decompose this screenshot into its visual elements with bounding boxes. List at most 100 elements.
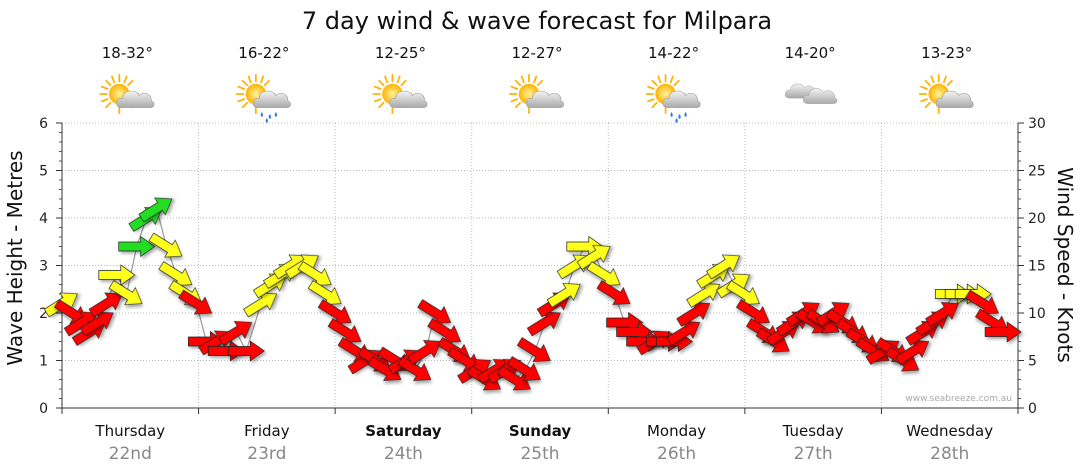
temperature-range: 13-23° xyxy=(921,44,972,62)
wind-arrow xyxy=(735,299,770,324)
wind-arrow xyxy=(297,261,332,286)
wind-arrow xyxy=(218,321,253,346)
y-left-tick-label: 3 xyxy=(39,259,48,275)
temperature-range: 16-22° xyxy=(238,44,289,62)
wind-arrow xyxy=(79,311,114,337)
day-name-label: Wednesday xyxy=(906,422,993,440)
rain-drop xyxy=(678,114,681,119)
wind-arrow xyxy=(407,340,442,365)
day-name-label: Thursday xyxy=(94,422,165,440)
y-right-tick-label: 25 xyxy=(1028,164,1046,180)
wind-arrow xyxy=(596,280,631,305)
wind-arrow xyxy=(207,340,245,362)
rain-drop xyxy=(274,112,278,117)
day-name-label: Monday xyxy=(647,422,706,440)
wind-arrow xyxy=(686,283,721,308)
y-right-tick-label: 5 xyxy=(1028,354,1037,370)
credit-watermark: www.seabreeze.com.au xyxy=(905,394,1012,404)
y-left-axis-label: Wave Height - Metres xyxy=(3,150,27,365)
temperature-range: 12-27° xyxy=(511,44,562,62)
day-header-thursday: 18-32° xyxy=(99,44,155,114)
sun-cloud-icon xyxy=(372,74,428,114)
rain-drop xyxy=(670,112,673,117)
y-right-axis-label: Wind Speed - Knots xyxy=(1053,167,1077,363)
day-date-label: 28th xyxy=(930,444,969,464)
day-date-label: 25th xyxy=(520,444,559,464)
wind-arrow xyxy=(706,254,740,280)
temperature-range: 12-25° xyxy=(375,44,426,62)
wind-arrow xyxy=(227,340,265,362)
temperature-range: 14-22° xyxy=(648,44,699,62)
wind-arrow xyxy=(148,232,183,258)
day-date-label: 23rd xyxy=(247,444,286,464)
wind-arrow xyxy=(586,261,621,286)
day-date-label: 27th xyxy=(794,444,833,464)
temperature-range: 14-20° xyxy=(785,44,836,62)
cloud-icon xyxy=(784,83,838,104)
sun-cloud-icon xyxy=(99,74,155,114)
wind-arrow xyxy=(243,292,277,318)
day-date-label: 26th xyxy=(657,444,696,464)
wind-arrow xyxy=(158,261,193,286)
wind-arrow xyxy=(417,299,452,324)
wind-arrow xyxy=(327,318,362,343)
y-right-tick-label: 30 xyxy=(1028,116,1046,132)
axes: 0 1 2 3 4 5 6 0 5 10 15 20 25 30 xyxy=(39,116,1046,417)
day-name-label: Tuesday xyxy=(782,422,844,440)
day-name-label: Sunday xyxy=(509,422,572,440)
rain-drop xyxy=(265,118,269,123)
wind-arrow xyxy=(925,302,960,327)
y-left-tick-label: 5 xyxy=(39,164,48,180)
wind-arrow xyxy=(506,356,541,381)
day-date-label: 22nd xyxy=(109,444,152,464)
wind-arrows xyxy=(43,197,1022,391)
wind-arrow xyxy=(108,280,143,305)
y-left-tick-label: 2 xyxy=(39,306,48,322)
wind-arrow xyxy=(397,356,432,381)
chart-title: 7 day wind & wave forecast for Milpara xyxy=(302,7,772,35)
wind-arrow xyxy=(576,245,611,270)
sun-cloud-rain-icon xyxy=(235,74,291,123)
sun-cloud-icon xyxy=(918,74,974,114)
grid-lines xyxy=(62,122,1018,408)
rain-drop xyxy=(268,114,272,119)
day-header-friday: 16-22° xyxy=(235,44,291,123)
day-header-row: 18-32° 16-22° 12-25° 12-27° 14-22° 14-20° 13-2… xyxy=(99,44,974,123)
wind-arrow xyxy=(546,283,581,308)
wind-arrow xyxy=(725,280,760,305)
sun-cloud-rain-icon xyxy=(645,74,701,123)
wind-arrow xyxy=(526,311,561,337)
wind-arrow xyxy=(516,337,551,362)
wind-arrow xyxy=(666,321,701,346)
rain-drop xyxy=(684,112,687,117)
day-labels: Thursday 22nd Friday 23rd Saturday 24th Sunday… xyxy=(94,422,993,464)
wind-arrow xyxy=(138,197,173,223)
day-date-label: 24th xyxy=(384,444,423,464)
wind-arrow xyxy=(496,365,531,391)
y-right-tick-label: 15 xyxy=(1028,259,1046,275)
y-left-tick-label: 0 xyxy=(39,401,48,417)
day-name-label: Saturday xyxy=(365,422,442,440)
y-right-tick-label: 10 xyxy=(1028,306,1046,322)
wind-arrow xyxy=(307,280,342,305)
wind-arrow xyxy=(317,299,352,324)
y-left-tick-label: 4 xyxy=(39,211,48,227)
wind-arrow xyxy=(178,289,213,315)
sun-cloud-icon xyxy=(509,74,565,114)
wind-arrow xyxy=(427,318,462,343)
temperature-range: 18-32° xyxy=(102,44,153,62)
wind-arrow xyxy=(895,340,930,365)
y-right-tick-label: 0 xyxy=(1028,401,1037,417)
wind-arrow xyxy=(118,235,156,258)
day-header-tuesday: 14-20° xyxy=(784,44,838,104)
rain-drop xyxy=(260,112,264,117)
day-header-wednesday: 13-23° xyxy=(918,44,974,114)
wind-arrow xyxy=(88,292,123,318)
wind-arrow xyxy=(984,321,1022,343)
day-header-sunday: 12-27° xyxy=(509,44,565,114)
y-right-tick-label: 20 xyxy=(1028,211,1046,227)
y-left-tick-label: 6 xyxy=(39,116,48,132)
wind-arrow xyxy=(98,264,136,286)
rain-drop xyxy=(675,118,678,123)
day-header-saturday: 12-25° xyxy=(372,44,428,114)
